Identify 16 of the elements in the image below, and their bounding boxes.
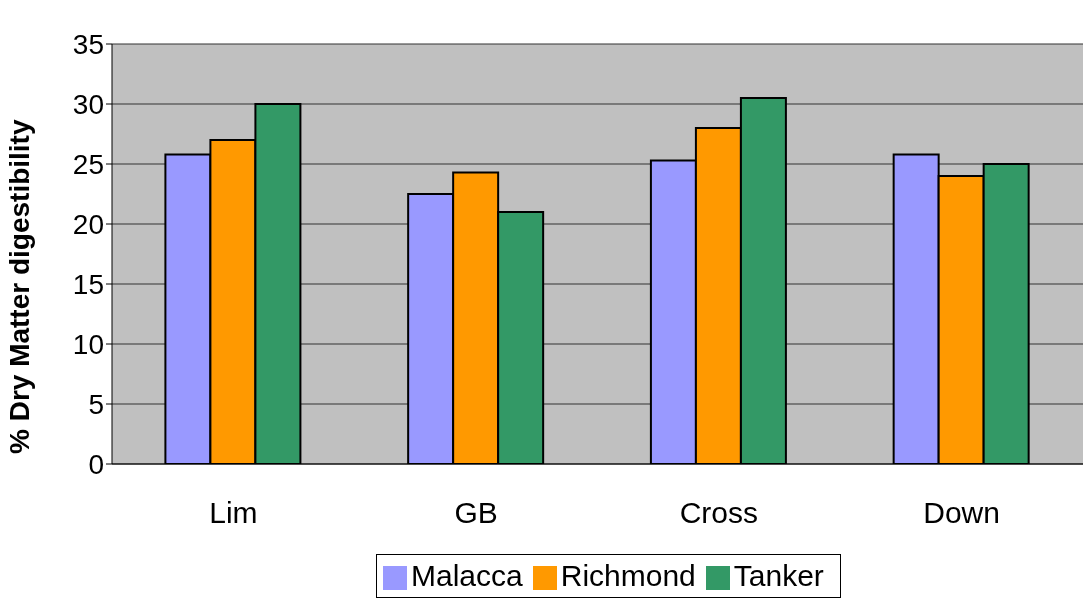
y-tick-label: 30 [72,88,104,120]
y-tick-label: 35 [72,28,104,60]
y-tick-label: 15 [72,268,104,300]
y-tick-label: 20 [72,208,104,240]
legend-label: Tanker [733,559,824,592]
legend-label: Malacca [411,559,523,592]
x-tick-label: Down [923,496,1000,530]
x-tick-label: GB [454,496,498,530]
y-tick-label: 0 [88,448,104,480]
y-axis-title: % Dry Matter digestibility [3,119,35,454]
x-tick-label: Lim [209,496,258,530]
y-tick-label: 5 [88,388,104,420]
y-tick-label: 25 [72,148,104,180]
x-tick-label: Cross [679,496,759,530]
y-tick-label: 10 [72,328,104,360]
legend-label: Richmond [560,559,696,592]
